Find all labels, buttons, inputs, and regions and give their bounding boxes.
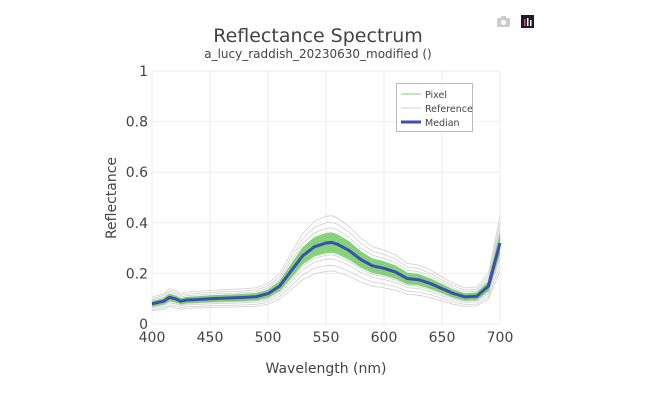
legend-pixel[interactable]: Pixel [425, 90, 447, 101]
x-axis-label: Wavelength (nm) [266, 361, 387, 377]
reference-line [151, 215, 501, 298]
legend-median[interactable]: Median [425, 118, 460, 129]
reference-line [151, 254, 501, 308]
y-tick-label: 0.8 [126, 115, 148, 131]
pixel-line [151, 232, 501, 302]
x-tick-label: 550 [313, 330, 340, 346]
camera-icon[interactable] [496, 14, 510, 28]
chart-subtitle: a_lucy_raddish_20230630_modified () [204, 47, 432, 61]
x-tick-label: 600 [371, 330, 398, 346]
chart-title: Reflectance Spectrum [213, 25, 423, 47]
x-tick-label: 450 [197, 330, 224, 346]
x-tick-label: 500 [255, 330, 282, 346]
x-tick-label: 650 [429, 330, 456, 346]
legend: Pixel Reference Median [396, 83, 473, 132]
reference-line [151, 264, 501, 310]
y-tick-label: 0.6 [126, 165, 148, 181]
y-axis-label: Reflectance [104, 157, 120, 239]
plotly-logo-icon[interactable] [520, 14, 534, 28]
pixel-line [151, 251, 501, 307]
y-tick-label: 0.4 [126, 216, 148, 232]
pixel-line [151, 234, 501, 303]
y-tick-label: 0.2 [126, 266, 148, 282]
pixel-line [151, 249, 501, 306]
median-line [151, 241, 502, 306]
y-tick-label: 1 [139, 64, 148, 80]
reference-line [151, 227, 501, 301]
y-tick-label: 0 [139, 317, 148, 333]
reference-line [151, 270, 501, 312]
legend-reference[interactable]: Reference [425, 104, 473, 115]
reference-line [151, 258, 501, 309]
x-tick-label: 400 [139, 330, 166, 346]
x-tick-label: 700 [487, 330, 514, 346]
reference-line [151, 221, 501, 300]
modebar [496, 14, 534, 28]
